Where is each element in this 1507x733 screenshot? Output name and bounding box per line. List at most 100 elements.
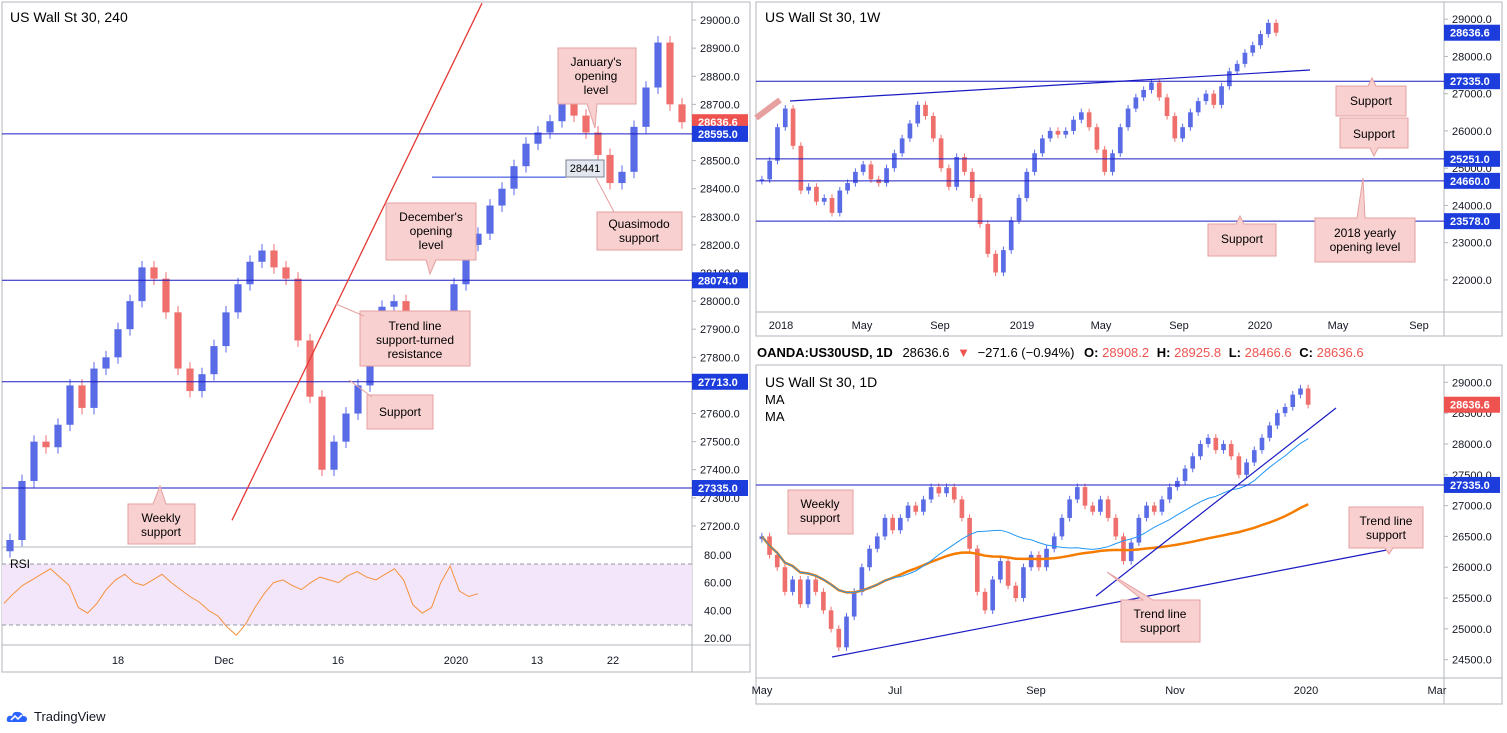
ytick-15: 27500.0 <box>700 437 740 449</box>
candle-2-29 <box>982 588 988 614</box>
candle-2-62 <box>1236 452 1242 479</box>
note-trend-line-resistance[interactable] <box>359 310 471 367</box>
candle-2-25 <box>951 483 957 504</box>
candle-0-45 <box>546 114 554 139</box>
xtick-5: Mar <box>1428 685 1447 697</box>
rsi-tick-1: 60.00 <box>704 578 732 590</box>
note-weekly-support-h4[interactable] <box>127 484 196 545</box>
candle-1-28 <box>977 194 983 228</box>
candle-0-4 <box>54 418 62 454</box>
h4-price-tag-label-3: 27713.0 <box>698 377 738 389</box>
ytick-1: 28000.0 <box>1452 51 1492 63</box>
candle-0-5 <box>66 379 74 432</box>
xtick-8: Sep <box>1409 320 1429 332</box>
note-2018-yearly-opening[interactable] <box>1314 177 1416 263</box>
note-support-w2[interactable] <box>1339 117 1409 158</box>
candle-1-22 <box>930 112 936 142</box>
xtick-4: 13 <box>531 655 543 667</box>
rsi-axis: 80.00 60.00 40.00 20.00 <box>704 550 732 645</box>
candle-1-35 <box>1032 149 1037 176</box>
note-quasimodo-support[interactable] <box>596 211 683 251</box>
candle-2-22 <box>928 483 934 504</box>
candle-0-8 <box>102 350 110 375</box>
candle-1-1 <box>767 157 773 183</box>
note-support-w1[interactable] <box>1335 76 1407 117</box>
note-trend-line-support-d2[interactable] <box>1348 506 1424 555</box>
note-decembers-opening-text: December's opening level <box>399 210 463 252</box>
candle-1-59 <box>1219 82 1224 109</box>
ytick-2: 28800.0 <box>700 71 740 83</box>
ytick-8: 25000.0 <box>1452 624 1492 636</box>
candle-2-50 <box>1144 501 1149 522</box>
candle-1-45 <box>1110 149 1115 176</box>
candle-1-51 <box>1156 78 1162 101</box>
h4-panel[interactable]: 29000.028900.028800.028700.028600.028500… <box>1 1 751 673</box>
candle-0-16 <box>198 367 206 398</box>
note-decembers-opening[interactable] <box>385 202 477 276</box>
note-weekly-support-h4-text: Weekly support <box>141 511 182 539</box>
weekly-price-tag-label-3: 24660.0 <box>1450 176 1490 188</box>
candle-2-48 <box>1128 538 1134 565</box>
candle-2-34 <box>1021 563 1026 602</box>
candle-0-19 <box>234 277 242 319</box>
daily-h-label: H: <box>1157 345 1171 360</box>
candle-2-26 <box>959 495 965 522</box>
note-support-w3[interactable] <box>1207 214 1277 257</box>
candle-1-14 <box>868 160 874 183</box>
candle-2-53 <box>1167 483 1172 504</box>
ytick-14: 27600.0 <box>700 409 740 421</box>
candle-1-26 <box>962 153 967 176</box>
daily-price-tag-label-0: 28636.6 <box>1450 400 1490 412</box>
candle-1-41 <box>1078 108 1084 124</box>
daily-trend-line-lower[interactable] <box>831 548 1393 658</box>
note-trend-line-support-d1[interactable] <box>1106 571 1201 643</box>
daily-trend-line-upper[interactable] <box>1095 407 1337 597</box>
candle-0-24 <box>294 272 302 347</box>
weekly-price-tag-2: 25251.0 <box>1444 150 1500 167</box>
note-januarys-opening[interactable] <box>557 47 637 129</box>
level-box-28441[interactable] <box>565 159 605 178</box>
ytick-6: 28400.0 <box>700 184 740 196</box>
weekly-trend-line[interactable] <box>789 69 1311 102</box>
note-weekly-support-d[interactable] <box>787 489 854 535</box>
candle-1-17 <box>892 149 897 172</box>
note-support-h4[interactable] <box>366 394 434 430</box>
rsi-tick-2: 40.00 <box>704 605 732 617</box>
candle-0-50 <box>606 148 614 190</box>
note-support-h4-text: Support <box>379 405 422 419</box>
candle-1-10 <box>837 186 843 217</box>
candle-2-47 <box>1121 532 1126 565</box>
daily-annotations: Weekly support Trend line support Trend li… <box>787 489 1424 643</box>
daily-panel[interactable]: 29000.028500.028000.027500.027000.026500… <box>752 364 1503 705</box>
h4-trend-line[interactable] <box>231 2 483 521</box>
weekly-panel[interactable]: 29000.028000.027000.026000.025000.024000… <box>754 1 1503 337</box>
h4-price-tag-label-1: 28595.0 <box>698 129 738 141</box>
note-quasimodo-support-text: Quasimodo support <box>608 217 670 245</box>
xtick-4: 2020 <box>1294 685 1318 697</box>
weekly-price-tag-0: 28636.6 <box>1444 24 1500 41</box>
note-januarys-opening-text: January's opening level <box>571 55 622 97</box>
candle-1-46 <box>1117 123 1123 157</box>
candle-0-20 <box>246 255 254 291</box>
ytick-6: 26000.0 <box>1452 562 1492 574</box>
xtick-0: 2018 <box>769 320 793 332</box>
candle-1-11 <box>845 179 850 195</box>
candle-2-65 <box>1259 434 1265 454</box>
note-2018-yearly-opening-text: 2018 yearly opening level <box>1330 226 1401 254</box>
h4-price-tag-4: 27335.0 <box>692 480 748 497</box>
daily-c-label: C: <box>1299 345 1313 360</box>
candle-1-52 <box>1164 93 1170 120</box>
h4-title: US Wall St 30, 240 <box>10 9 128 25</box>
tradingview-logo[interactable]: TradingView <box>6 709 106 724</box>
xtick-1: May <box>852 320 873 332</box>
candle-1-30 <box>993 250 998 277</box>
candle-2-5 <box>798 575 803 608</box>
candle-1-38 <box>1055 127 1061 139</box>
candle-0-40 <box>486 199 494 241</box>
chart-canvas[interactable]: 29000.028900.028800.028700.028600.028500… <box>0 0 1507 705</box>
candle-1-12 <box>853 168 858 187</box>
candle-1-48 <box>1133 93 1139 113</box>
rsi-band <box>2 564 692 625</box>
candle-2-39 <box>1059 514 1065 541</box>
xtick-1: Dec <box>214 655 234 667</box>
